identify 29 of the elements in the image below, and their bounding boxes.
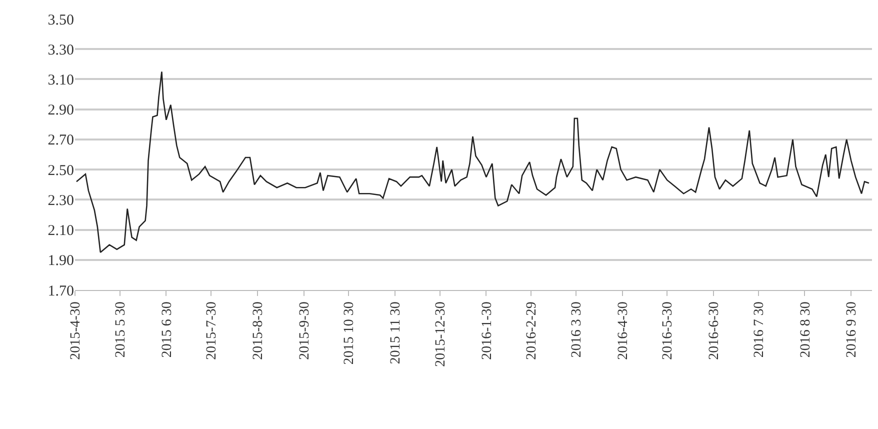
x-tick-label: 2015-7-30: [204, 302, 220, 360]
x-tick-label: 2016 9 30: [844, 302, 860, 358]
y-tick-label: 3.10: [48, 72, 74, 88]
x-tick-label: 2015 11 30: [388, 302, 404, 364]
x-tick-label: 2016 7 30: [752, 302, 767, 358]
x-tick-label: 2016 8 30: [798, 302, 814, 358]
x-tick-label: 2015-9-30: [297, 302, 312, 360]
y-tick-label: 1.70: [48, 283, 74, 300]
x-tick-label: 2015-12-30: [433, 302, 448, 367]
y-tick-label: 2.90: [48, 102, 74, 119]
y-tick-label: 2.70: [48, 132, 74, 149]
x-tick-label: 2016 3 30: [569, 302, 584, 358]
y-tick-label: 2.30: [48, 192, 74, 209]
x-tick-label: 2015-8-30: [250, 302, 266, 360]
x-tick-label: 2015 5 30: [113, 302, 128, 358]
x-tick-label: 2016-1-30: [480, 302, 495, 360]
x-tick-label: 2016-2-29: [524, 302, 540, 360]
y-tick-label: 1.90: [48, 253, 74, 270]
x-tick-label: 2016-6-30: [707, 302, 722, 360]
x-tick-label: 2016-5-30: [660, 302, 676, 360]
x-tick-label: 2015-4-30: [68, 302, 84, 360]
y-tick-label: 3.50: [48, 12, 74, 28]
y-tick-label: 3.30: [48, 42, 74, 58]
y-tick-label: 2.10: [48, 223, 74, 240]
line-series: [76, 71, 870, 254]
x-tick-label: 2015 10 30: [342, 302, 358, 365]
y-tick-label: 2.50: [48, 162, 74, 179]
x-tick-label: 2016-4-30: [616, 302, 631, 360]
x-tick-label: 2015 6 30: [160, 302, 175, 358]
